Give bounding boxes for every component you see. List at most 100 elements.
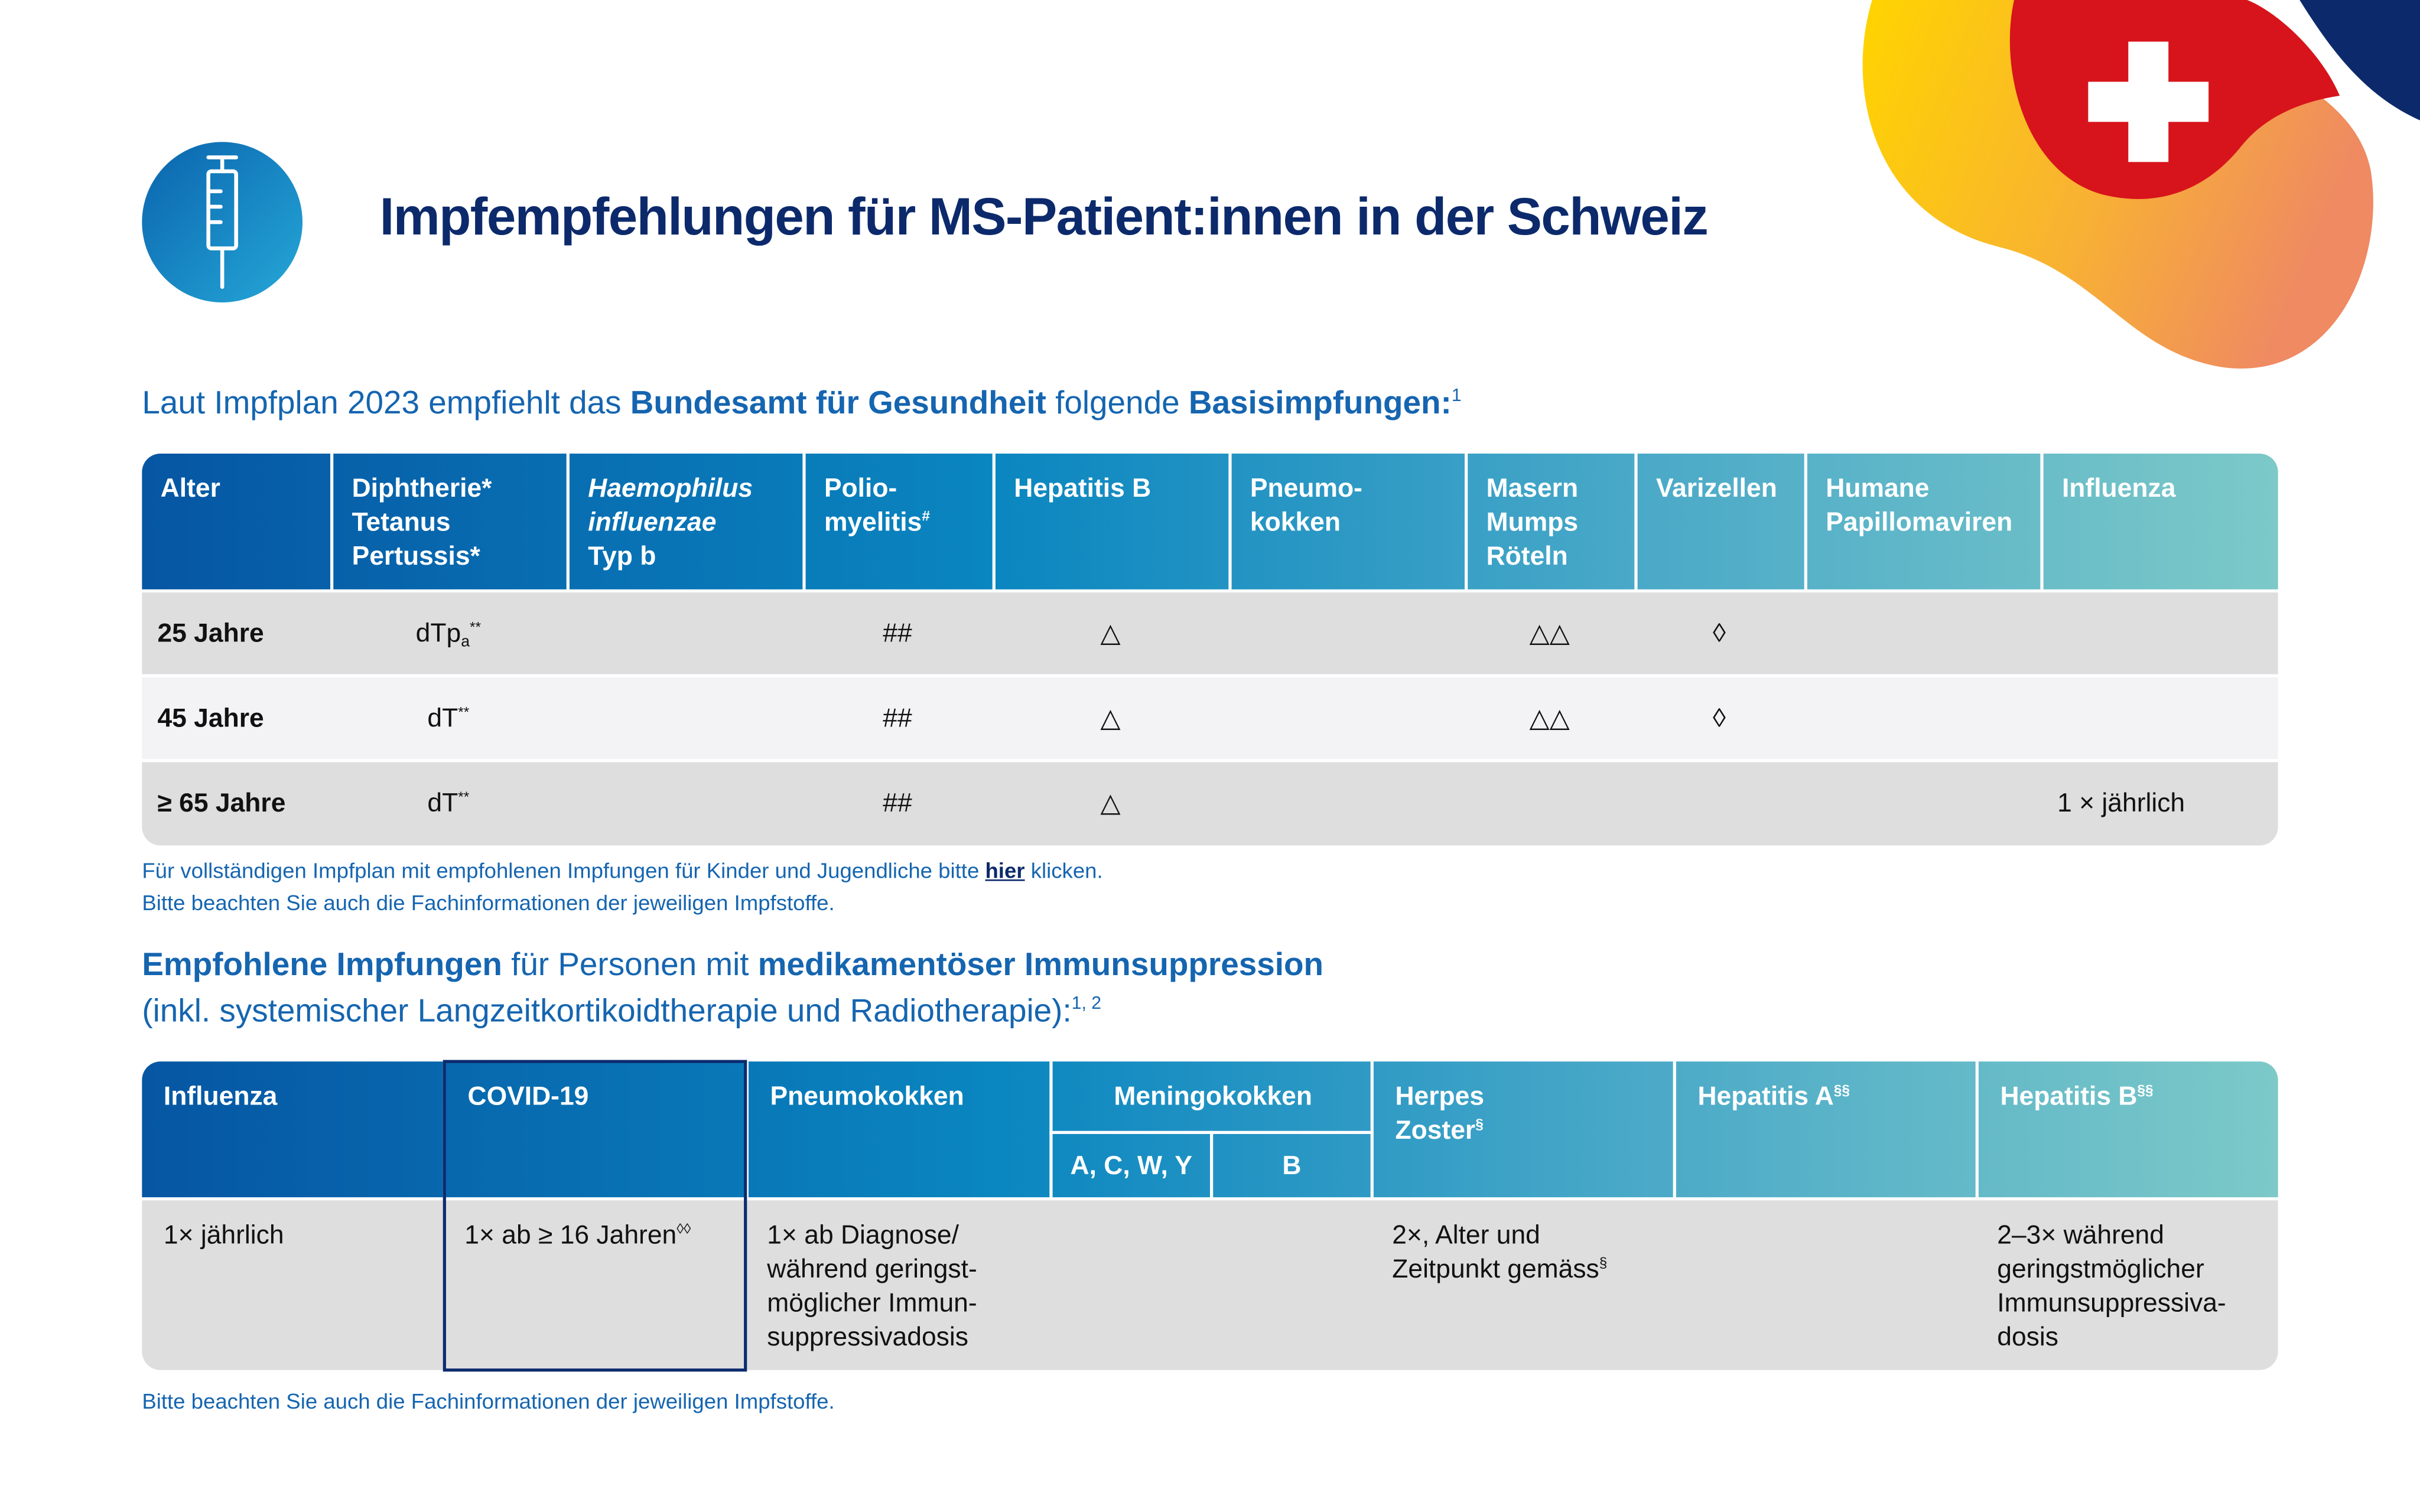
cell-line: Mumps (1486, 507, 1579, 537)
cell-line: myelitis (824, 507, 922, 537)
header-cell: Diphtherie* Tetanus Pertussis* (330, 454, 567, 589)
text: (inkl. systemischer Langzeitkortikoidthe… (142, 993, 1072, 1029)
cell-line: Papillomaviren (1826, 507, 2013, 537)
table-cell: dT** (330, 677, 567, 759)
header-cell: Hepatitis B§§ (1975, 1061, 2278, 1198)
cell-content: 1× ab Diagnose/während geringst-mögliche… (767, 1219, 1027, 1355)
cell-line: dTp (415, 618, 461, 647)
text: medikamentöser Immunsuppression (757, 947, 1324, 983)
table-cell (1228, 677, 1465, 759)
cell-line: 1× ab Diagnose/ (767, 1220, 959, 1250)
cell-content: Hepatitis B (1014, 472, 1210, 506)
cell-text: ## (883, 787, 912, 817)
cell-line: Zeitpunkt gemäss (1392, 1254, 1599, 1284)
blob-navy (2299, 0, 2420, 120)
table-cell (567, 592, 803, 674)
table-cell (1228, 592, 1465, 674)
cell-content: Hepatitis A§§ (1697, 1080, 1957, 1114)
header-cell: Pneumokokken (745, 1061, 1050, 1198)
table-cell (1210, 1200, 1371, 1370)
cell-line: suppressivadosis (767, 1322, 968, 1352)
table-cell (1673, 1200, 1976, 1370)
table-cell (2040, 677, 2278, 759)
cell-line: dT (427, 787, 458, 817)
cell-line: Röteln (1486, 541, 1568, 571)
cell-line: Influenza (163, 1081, 278, 1111)
cell-line: Varizellen (1655, 473, 1777, 503)
superscript: § (1475, 1116, 1484, 1132)
superscript: # (922, 508, 930, 524)
text: Bundesamt für Gesundheit (630, 386, 1046, 422)
cell-content: Varizellen (1656, 472, 1785, 506)
cell-content: 1× ab ≥ 16 Jahren◊◊ (464, 1219, 724, 1253)
cell-text: △△ (1529, 618, 1570, 647)
table-cell (1228, 762, 1465, 843)
cell-text: 25 Jahre (157, 618, 264, 647)
header-cell: Alter (142, 454, 330, 589)
text: Basisimpfungen: (1188, 386, 1452, 422)
section-heading: Empfohlene Impfungen für Personen mit me… (142, 943, 1323, 1035)
table-cell: ## (802, 677, 992, 759)
cross (2088, 82, 2209, 122)
cell-line: Masern (1486, 473, 1579, 503)
superscript: ** (458, 788, 470, 804)
table-cell (567, 762, 803, 843)
table-cell (1804, 762, 2041, 843)
table-cell: ## (802, 762, 992, 843)
table-cell: △ (993, 677, 1229, 759)
cell-line: Alter (160, 473, 220, 503)
sub-header-cell: A, C, W, Y (1049, 1130, 1211, 1198)
table-cell (1049, 1200, 1210, 1370)
header-cell: Influenza (2040, 454, 2278, 589)
cell-content: Diphtherie* Tetanus Pertussis* (352, 472, 548, 573)
header-cell: Influenza (142, 1061, 443, 1197)
note: Bitte beachten Sie auch die Fachinformat… (142, 890, 835, 915)
cell-content: Influenza (2062, 472, 2259, 506)
table-cell: 2×, Alter und Zeitpunkt gemäss§ (1371, 1200, 1673, 1370)
table-cell: △ (993, 762, 1229, 843)
row-background (142, 1200, 2278, 1370)
header-cell: Haemophilus influenzae Typ b (566, 454, 803, 589)
cell-line: Pertussis* (352, 541, 480, 571)
table-cell: 1× jährlich (142, 1200, 443, 1370)
link[interactable]: hier (985, 858, 1025, 883)
cell-content: dTpa** (416, 617, 481, 650)
cell-content: Influenza (164, 1080, 424, 1114)
superscript: ** (458, 703, 470, 719)
text: Laut Impfplan 2023 empfiehlt das (142, 386, 630, 422)
text: folgende (1046, 386, 1189, 422)
cell-text: ◊ (1713, 618, 1726, 647)
table-cell: 45 Jahre (142, 677, 330, 759)
superscript: §§ (1833, 1082, 1850, 1098)
highlight-box (443, 1060, 747, 1372)
cell-text: △ (1100, 702, 1121, 732)
cell-content: Humane Papillomaviren (1826, 472, 2022, 540)
cell-content: 2–3× während geringstmöglicher Immunsuppre… (1997, 1219, 2256, 1355)
superscript: ◊◊ (676, 1221, 691, 1237)
table-cell: 1× ab Diagnose/während geringst-mögliche… (746, 1200, 1050, 1370)
cell-line: Hepatitis B (2000, 1081, 2138, 1111)
cell-content: Herpes Zoster§ (1395, 1080, 1654, 1148)
cell-line: 2×, Alter und (1392, 1220, 1540, 1250)
table-cell (1804, 592, 2041, 674)
table-cell (567, 677, 803, 759)
cell-content: Polio-myelitis# (824, 472, 974, 540)
text: für Personen mit (502, 947, 758, 983)
header-cell: Masern Mumps Röteln (1465, 454, 1634, 589)
cell-line: influenzae (588, 507, 717, 537)
text: Für vollständigen Impfplan mit empfohlen… (142, 858, 985, 883)
superscript: § (1599, 1254, 1608, 1271)
cell-content: Hepatitis B§§ (2000, 1080, 2259, 1114)
header-cell: Varizellen (1634, 454, 1804, 589)
table-cell (1634, 762, 1804, 843)
section-heading: Laut Impfplan 2023 empfiehlt das Bundesa… (142, 381, 1461, 427)
cell-line: Herpes (1395, 1081, 1485, 1111)
cell-line: Haemophilus (588, 473, 753, 503)
table-cell (2040, 592, 2278, 674)
cell-text: ## (883, 618, 912, 647)
cell-line: 1× ab ≥ 16 Jahren (464, 1220, 677, 1250)
cell-text: △ (1100, 618, 1121, 647)
cell-line: Pneumo- (1250, 473, 1362, 503)
